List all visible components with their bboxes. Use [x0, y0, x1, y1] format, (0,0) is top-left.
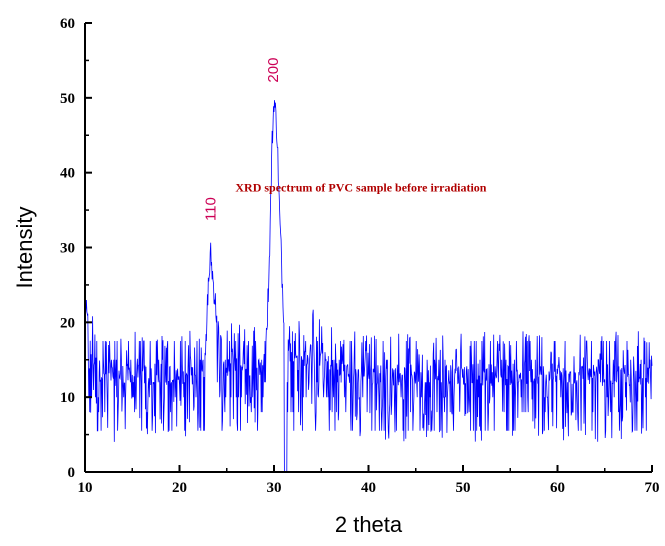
y-tick-label: 40 — [60, 166, 75, 182]
x-tick-label: 50 — [456, 480, 471, 496]
x-tick-label: 40 — [361, 480, 376, 496]
y-tick-label: 30 — [60, 241, 75, 257]
peak-label: 110 — [203, 197, 220, 221]
peak-label: 200 — [265, 58, 282, 83]
peak-labels: 110 200 — [203, 58, 282, 221]
x-tick-label: 60 — [550, 480, 565, 496]
y-tick-label: 0 — [68, 465, 76, 481]
x-axis-ticks: 10 20 30 40 50 60 70 — [78, 465, 660, 496]
y-axis-ticks: 0 10 20 30 40 50 60 — [60, 16, 92, 481]
x-tick-label: 20 — [172, 480, 187, 496]
x-axis-title: 2 theta — [335, 512, 403, 537]
x-tick-label: 30 — [267, 480, 282, 496]
x-tick-label: 70 — [645, 480, 660, 496]
y-axis-title: Intensity — [12, 207, 37, 289]
chart-annotation: XRD spectrum of PVC sample before irradi… — [235, 181, 486, 195]
xrd-series-line — [84, 100, 653, 473]
y-tick-label: 60 — [60, 16, 75, 32]
data-layer — [84, 100, 653, 473]
y-tick-label: 50 — [60, 91, 75, 107]
y-tick-label: 20 — [60, 315, 75, 331]
x-tick-label: 10 — [78, 480, 93, 496]
annotations: XRD spectrum of PVC sample before irradi… — [235, 181, 486, 195]
y-tick-label: 10 — [60, 390, 75, 406]
